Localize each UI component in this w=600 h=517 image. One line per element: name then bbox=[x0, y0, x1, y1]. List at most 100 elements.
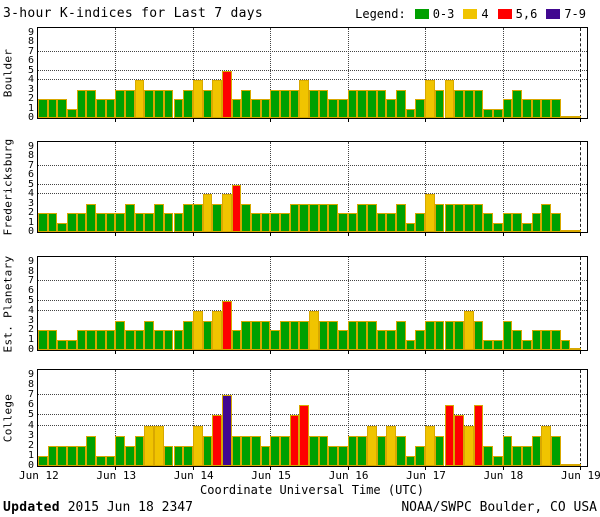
green-swatch-icon bbox=[414, 8, 429, 19]
k-bar bbox=[396, 435, 406, 466]
k-bar bbox=[279, 435, 290, 466]
day-tick bbox=[502, 233, 504, 236]
panel-fredericksburg: Fredericksburg 0 1 2 3 4 5 6 7 8 9 bbox=[0, 139, 600, 237]
k-bar bbox=[309, 435, 319, 466]
k-bar bbox=[86, 203, 97, 232]
legend: Legend: 0-3 4 5,6 7-9 bbox=[355, 7, 586, 21]
y-tick-label: 1 bbox=[27, 102, 34, 114]
k-bar bbox=[76, 445, 87, 466]
k-bar bbox=[318, 89, 329, 118]
y-tick-label: 0 bbox=[27, 112, 34, 123]
y-tick-label: 4 bbox=[27, 304, 34, 316]
k-bar bbox=[550, 213, 561, 232]
k-bar bbox=[183, 203, 193, 232]
k-bar bbox=[105, 330, 116, 350]
k-bar bbox=[386, 330, 397, 350]
k-bar bbox=[202, 320, 213, 350]
day-gridline bbox=[270, 257, 272, 350]
updated-timestamp: Updated 2015 Jun 18 2347 bbox=[3, 500, 193, 515]
day-tick bbox=[192, 233, 194, 236]
k-bar bbox=[531, 99, 542, 118]
y-tick-label: 0 bbox=[27, 344, 34, 355]
x-axis-tick-labels: Jun 12 Jun 13 Jun 14 Jun 15 Jun 16 Jun 17 Jun … bbox=[0, 467, 600, 482]
day-gridline bbox=[502, 370, 504, 466]
k-bar bbox=[338, 99, 348, 118]
day-gridline bbox=[347, 28, 349, 118]
k-bar bbox=[47, 330, 58, 350]
x-axis-title-row: Coordinate Universal Time (UTC) bbox=[0, 482, 600, 497]
y-tick-label: 5 bbox=[27, 295, 34, 307]
k-bar bbox=[163, 213, 174, 232]
k-bar bbox=[357, 203, 368, 232]
station-label: Boulder bbox=[0, 27, 16, 119]
k-bar bbox=[241, 320, 251, 350]
k-bar bbox=[492, 222, 503, 232]
k-bar bbox=[318, 320, 329, 350]
day-gridline bbox=[270, 370, 272, 466]
day-tick bbox=[425, 119, 427, 122]
k-bar bbox=[434, 89, 445, 118]
k-bar bbox=[454, 415, 464, 466]
k-bar bbox=[47, 213, 58, 232]
k-bar bbox=[231, 184, 242, 232]
plot-area bbox=[37, 141, 588, 236]
y-gridline-k5 bbox=[38, 183, 587, 185]
k-bar bbox=[202, 194, 213, 232]
k-bar bbox=[231, 435, 242, 466]
k-bar bbox=[115, 320, 126, 350]
k-bar bbox=[434, 320, 445, 350]
k-bar bbox=[202, 89, 213, 118]
k-bar bbox=[425, 320, 435, 350]
k-bar bbox=[347, 320, 358, 350]
k-bar bbox=[415, 330, 426, 350]
k-bar bbox=[163, 330, 174, 350]
y-tick-label: 5 bbox=[27, 64, 34, 76]
day-gridline bbox=[425, 257, 427, 350]
y-tick-label: 7 bbox=[27, 389, 34, 401]
k-bar bbox=[38, 455, 48, 466]
day-gridline bbox=[580, 28, 581, 118]
y-tick-label: 4 bbox=[27, 74, 34, 86]
k-bar bbox=[396, 203, 406, 232]
k-bar bbox=[221, 70, 232, 118]
k-bar bbox=[386, 213, 397, 232]
k-bar bbox=[76, 213, 87, 232]
k-bar bbox=[454, 89, 464, 118]
k-bar bbox=[231, 330, 242, 350]
k-bar bbox=[144, 89, 155, 118]
k-bar bbox=[357, 435, 368, 466]
k-bar bbox=[173, 330, 184, 350]
figure-footer: Updated 2015 Jun 18 2347 NOAA/SWPC Bould… bbox=[0, 497, 600, 517]
k-bar bbox=[512, 213, 522, 232]
y-tick-label: 3 bbox=[27, 429, 34, 441]
k-bar bbox=[473, 320, 484, 350]
legend-item-purple: 7-9 bbox=[546, 7, 586, 21]
k-bar bbox=[338, 213, 348, 232]
k-bar bbox=[405, 108, 416, 118]
k-bar bbox=[521, 222, 532, 232]
k-bar bbox=[47, 99, 58, 118]
k-bar bbox=[86, 330, 97, 350]
k-bar bbox=[260, 445, 271, 466]
day-tick bbox=[502, 119, 504, 122]
k-bar bbox=[134, 330, 145, 350]
day-tick bbox=[580, 233, 581, 236]
day-tick bbox=[192, 351, 194, 354]
day-gridline bbox=[115, 142, 117, 232]
k-bar bbox=[105, 99, 116, 118]
k-bar bbox=[144, 213, 155, 232]
k-bar bbox=[512, 89, 522, 118]
k-bar bbox=[250, 99, 261, 118]
k-bar bbox=[144, 320, 155, 350]
k-bar bbox=[57, 340, 68, 350]
k-bar bbox=[570, 116, 580, 118]
day-tick bbox=[347, 233, 349, 236]
y-tick-label: 2 bbox=[27, 439, 34, 451]
k-bar bbox=[483, 213, 493, 232]
day-gridline bbox=[347, 370, 349, 466]
k-bar bbox=[405, 222, 416, 232]
panel-college: College 0 1 2 3 4 5 6 7 8 9 bbox=[0, 369, 600, 471]
k-bar bbox=[463, 203, 474, 232]
